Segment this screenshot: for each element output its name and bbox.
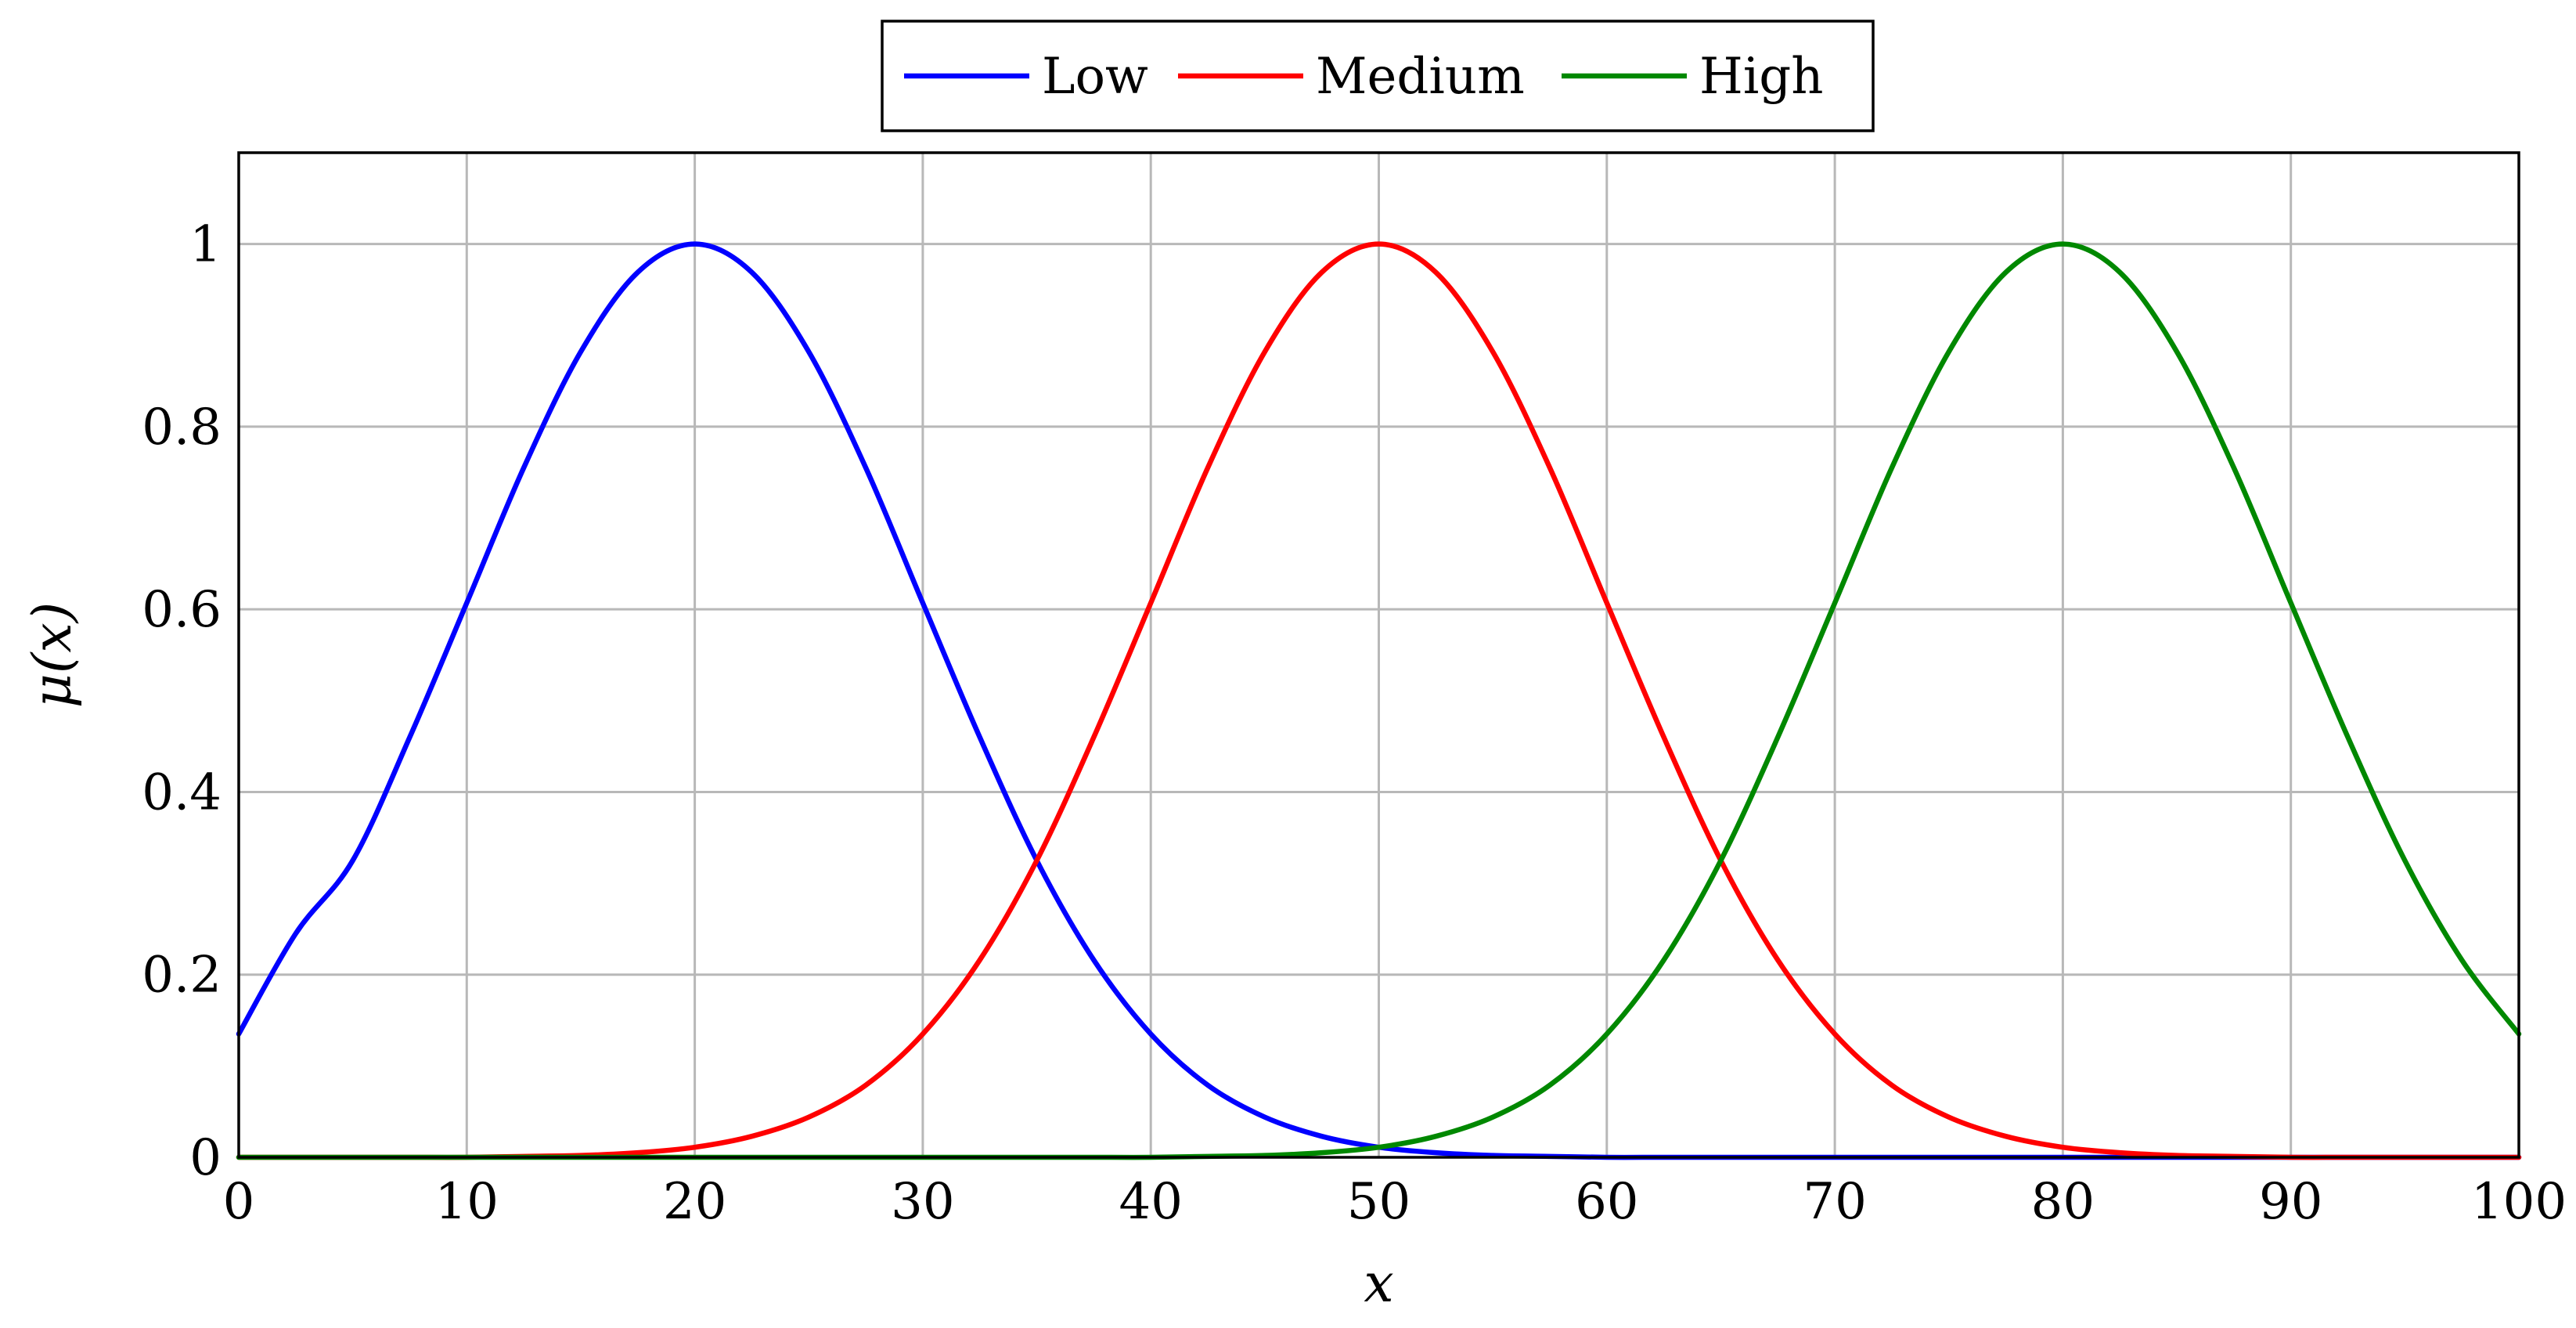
x-tick-label: 20	[663, 1173, 726, 1231]
x-tick-label: 40	[1119, 1173, 1182, 1231]
x-tick-labels: 0 10 20 30 40 50 60 70 80 90 100	[223, 1173, 2567, 1231]
legend: Low Medium High	[881, 20, 1875, 132]
y-tick-label: 0.6	[142, 581, 222, 639]
y-tick-labels: 0 0.2 0.4 0.6 0.8 1	[142, 216, 222, 1187]
x-tick-label: 30	[891, 1173, 954, 1231]
x-tick-label: 10	[435, 1173, 499, 1231]
y-tick-label: 0.8	[142, 399, 222, 456]
y-tick-label: 0.4	[142, 763, 222, 821]
x-tick-label: 50	[1347, 1173, 1410, 1231]
x-tick-label: 60	[1575, 1173, 1638, 1231]
x-tick-label: 100	[2471, 1173, 2567, 1231]
grid	[237, 153, 2520, 1159]
x-tick-label: 70	[1803, 1173, 1866, 1231]
x-tick-label: 80	[2031, 1173, 2095, 1231]
y-tick-label: 0	[189, 1129, 222, 1187]
legend-box	[881, 20, 1875, 132]
x-tick-label: 90	[2259, 1173, 2322, 1231]
y-tick-label: 0.2	[142, 947, 222, 1005]
legend-label-high: High	[1699, 48, 1823, 106]
x-tick-label: 0	[223, 1173, 255, 1231]
plot-frame	[237, 151, 2520, 1159]
y-axis-label: μ(x)	[22, 602, 84, 709]
series-line-medium	[236, 241, 2522, 1160]
x-axis-label: x	[1364, 1253, 1393, 1315]
legend-label-medium: Medium	[1316, 48, 1525, 106]
legend-label-low: Low	[1042, 48, 1148, 106]
y-tick-label: 1	[189, 216, 222, 274]
